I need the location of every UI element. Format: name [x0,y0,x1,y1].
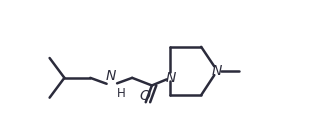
Text: N: N [165,71,176,85]
Text: N: N [212,64,222,78]
Text: O: O [139,89,150,103]
Text: H: H [117,87,125,100]
Text: N: N [106,69,116,83]
